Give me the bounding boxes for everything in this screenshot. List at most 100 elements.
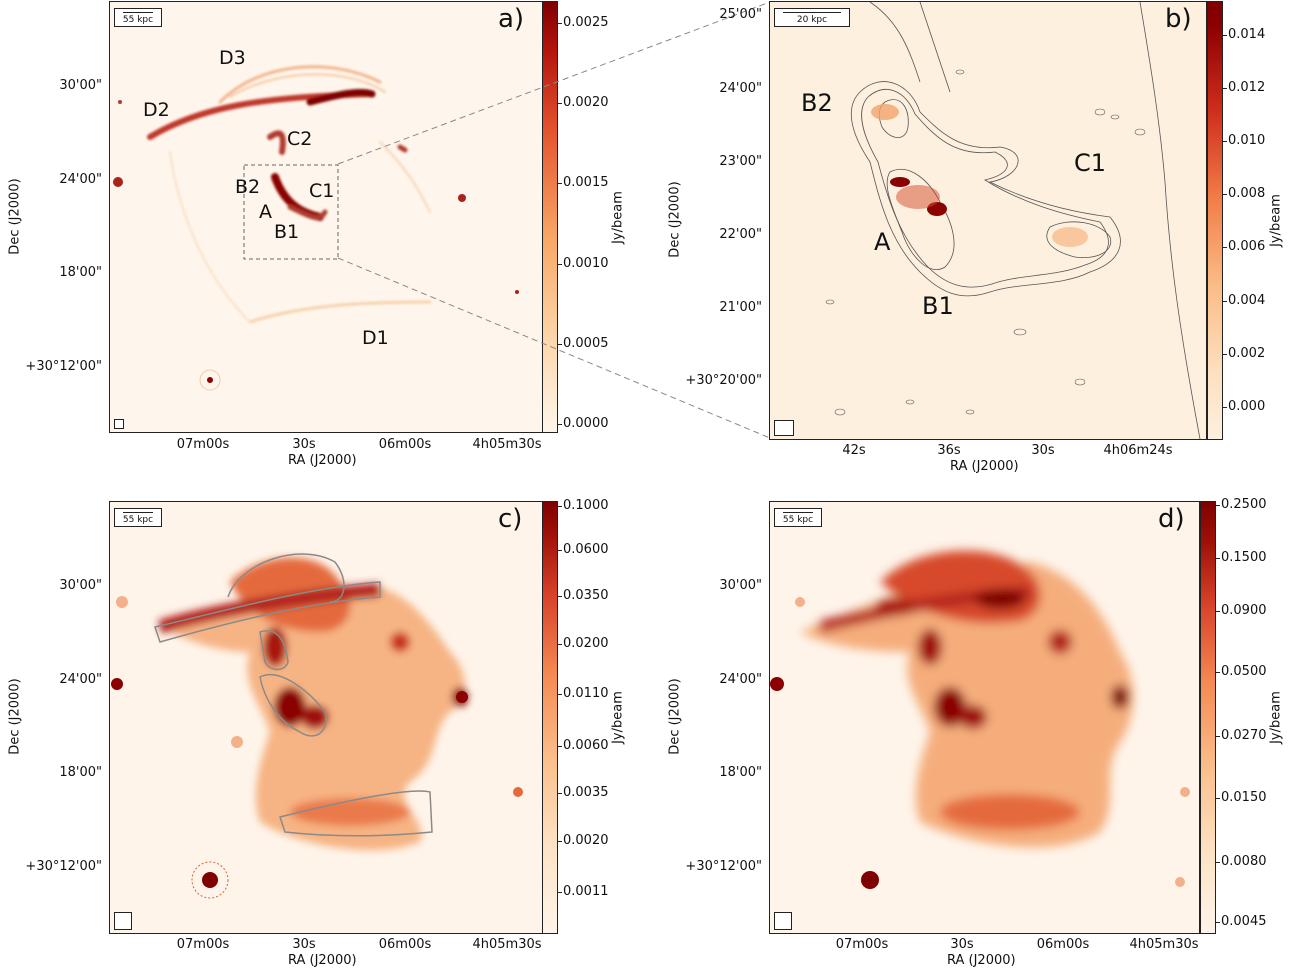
beam-marker: [114, 419, 124, 429]
y-axis-label: Dec (J2000): [7, 678, 23, 755]
colorbar-tick: 0.0045: [1221, 914, 1267, 929]
region-label-b2: B2: [801, 89, 833, 117]
colorbar: [542, 501, 558, 934]
y-tick: +30°20'00": [685, 373, 762, 388]
colorbar-tick: 0.0900: [1221, 603, 1267, 618]
region-label-d1: D1: [362, 327, 389, 349]
scalebar: 55 kpc: [774, 508, 822, 527]
y-tick: 18'00": [59, 265, 102, 280]
x-axis-label: RA (J2000): [950, 459, 1019, 474]
y-axis-label: Dec (J2000): [7, 178, 23, 255]
colorbar-tick: 0.004: [1228, 293, 1266, 308]
y-tick: 30'00": [719, 578, 762, 593]
scalebar: 55 kpc: [114, 508, 162, 527]
x-axis-label: RA (J2000): [288, 453, 357, 468]
colorbar: [1200, 501, 1216, 934]
colorbar-tick: 0.0005: [563, 336, 609, 351]
colorbar-tick: 0.0020: [563, 833, 609, 848]
panel-d-image: 55 kpc d): [769, 501, 1200, 934]
region-label-a: A: [259, 201, 272, 223]
colorbar-tick: 0.010: [1228, 133, 1266, 148]
colorbar-tick: 0.0350: [563, 588, 609, 603]
colorbar-tick: 0.008: [1228, 186, 1266, 201]
colorbar-tick: 0.1000: [563, 498, 609, 513]
colorbar-tick: 0.0020: [563, 95, 609, 110]
panel-label: c): [498, 504, 523, 534]
colorbar-label: Jy/beam: [610, 191, 626, 244]
x-tick: 4h05m30s: [472, 437, 542, 452]
beam-marker: [774, 420, 794, 436]
x-tick: 07m00s: [176, 937, 230, 952]
y-tick: +30°12'00": [25, 859, 102, 874]
x-tick: 30s: [292, 937, 316, 952]
colorbar-tick: 0.0600: [563, 542, 609, 557]
colorbar-tick: 0.0060: [563, 738, 609, 753]
y-tick: 24'00": [719, 672, 762, 687]
colorbar-tick: 0.0000: [563, 416, 609, 431]
y-tick: 30'00": [59, 78, 102, 93]
scalebar: 55 kpc: [114, 8, 162, 27]
scalebar: 20 kpc: [774, 8, 850, 27]
region-label-a: A: [874, 228, 891, 256]
panel-c-image: 55 kpc c): [109, 501, 543, 934]
y-tick: +30°12'00": [25, 359, 102, 374]
y-tick: 24'00": [719, 81, 762, 96]
colorbar-tick: 0.0150: [1221, 790, 1267, 805]
y-tick: 18'00": [59, 765, 102, 780]
colorbar-tick: 0.0025: [563, 15, 609, 30]
colorbar-tick: 0.014: [1228, 27, 1266, 42]
beam-marker: [114, 912, 132, 930]
colorbar-tick: 0.006: [1228, 239, 1266, 254]
y-axis-label: Dec (J2000): [667, 678, 683, 755]
colorbar-tick: 0.1500: [1221, 550, 1267, 565]
region-label-c1: C1: [309, 180, 335, 202]
region-label-d3: D3: [219, 47, 246, 69]
colorbar-tick: 0.0080: [1221, 854, 1267, 869]
colorbar-tick: 0.0200: [563, 636, 609, 651]
x-tick: 07m00s: [835, 937, 889, 952]
x-tick: 4h05m30s: [472, 937, 542, 952]
x-tick: 42s: [842, 443, 866, 458]
panel-label: b): [1165, 4, 1192, 34]
y-tick: 21'00": [719, 300, 762, 315]
region-label-b2: B2: [235, 176, 261, 198]
colorbar-label: Jy/beam: [1268, 691, 1284, 744]
panel-label: d): [1158, 504, 1185, 534]
x-tick: 30s: [1031, 443, 1055, 458]
colorbar-tick: 0.002: [1228, 346, 1266, 361]
y-tick: 23'00": [719, 154, 762, 169]
x-tick: 4h05m30s: [1129, 937, 1199, 952]
panel-a-image: 55 kpc a) D3 D2 C2 B2 C1 A B1 D1: [109, 1, 543, 433]
colorbar-tick: 0.2500: [1221, 497, 1267, 512]
region-label-c2: C2: [287, 128, 313, 150]
colorbar-tick: 0.0500: [1221, 664, 1267, 679]
colorbar-tick: 0.000: [1228, 399, 1266, 414]
x-axis-label: RA (J2000): [288, 953, 357, 968]
panel-b-image: 20 kpc b) B2 C1 A B1: [769, 1, 1207, 440]
colorbar-tick: 0.0270: [1221, 728, 1267, 743]
region-label-c1: C1: [1074, 149, 1107, 177]
colorbar: [1207, 1, 1223, 440]
y-tick: 24'00": [59, 172, 102, 187]
colorbar-tick: 0.0015: [563, 175, 609, 190]
y-tick: +30°12'00": [685, 859, 762, 874]
colorbar: [542, 1, 558, 433]
y-tick: 22'00": [719, 227, 762, 242]
y-tick: 30'00": [59, 578, 102, 593]
y-tick: 18'00": [719, 765, 762, 780]
x-tick: 06m00s: [378, 937, 432, 952]
x-tick: 06m00s: [378, 437, 432, 452]
y-tick: 25'00": [719, 7, 762, 22]
x-tick: 30s: [292, 437, 316, 452]
region-label-b1: B1: [922, 292, 954, 320]
x-tick: 07m00s: [176, 437, 230, 452]
region-label-d2: D2: [143, 99, 170, 121]
region-label-b1: B1: [274, 221, 300, 243]
x-axis-label: RA (J2000): [947, 953, 1016, 968]
panel-label: a): [498, 4, 525, 34]
colorbar-tick: 0.0035: [563, 785, 609, 800]
x-tick: 4h06m24s: [1103, 443, 1173, 458]
colorbar-tick: 0.0011: [563, 884, 609, 899]
x-tick: 30s: [950, 937, 974, 952]
colorbar-tick: 0.0010: [563, 256, 609, 271]
